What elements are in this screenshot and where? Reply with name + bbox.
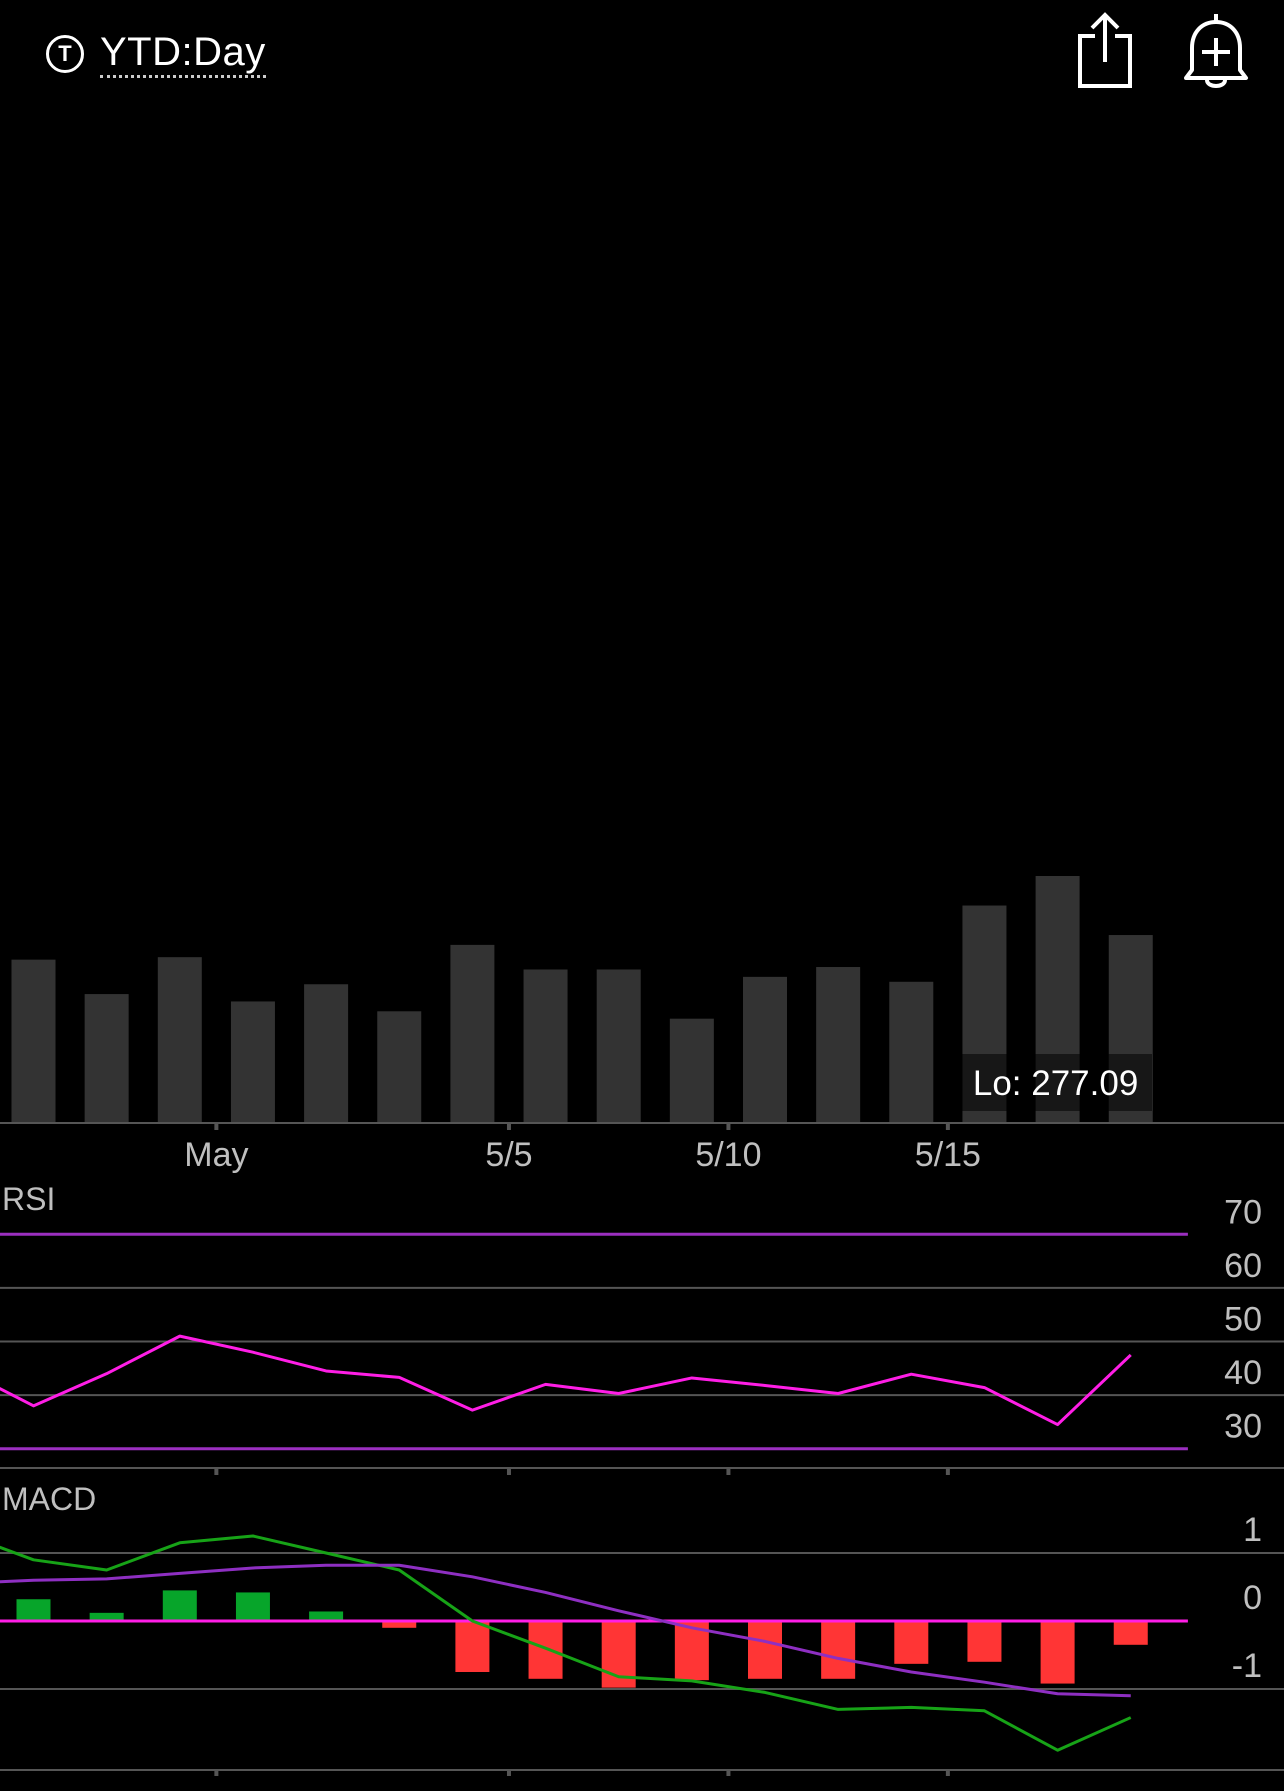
share-icon[interactable]: [1074, 10, 1136, 92]
x-tick-label: 5/10: [695, 1136, 761, 1174]
volume-bar: [11, 959, 56, 1122]
volume-bar: [304, 984, 349, 1122]
volume-bar: [596, 969, 641, 1122]
period-label: YTD:Day: [100, 31, 266, 78]
chart-header: T YTD:Day: [0, 0, 1284, 100]
volume-bar: [816, 967, 861, 1122]
macd-histogram-bar: [748, 1621, 782, 1679]
macd-histogram-bar: [967, 1621, 1002, 1662]
macd-panel: MACD 1 0 -1: [0, 1481, 1284, 1771]
macd-histogram-bar: [455, 1621, 490, 1672]
volume-bar: [157, 957, 202, 1122]
macd-histogram-bar: [89, 1612, 124, 1621]
macd-histogram-bar: [382, 1621, 417, 1628]
macd-histogram-bar: [16, 1599, 51, 1621]
rsi-line: [0, 1334, 1132, 1427]
volume-bar: [377, 1011, 422, 1122]
x-tick-label: May: [184, 1136, 248, 1174]
x-tick-label: 5/5: [485, 1136, 532, 1174]
period-selector-button[interactable]: T YTD:Day: [46, 24, 266, 84]
rsi-title: RSI: [2, 1181, 55, 1217]
volume-bar: [84, 994, 129, 1122]
rsi-tick-label: 40: [1224, 1354, 1262, 1392]
rsi-tick-label: 60: [1224, 1247, 1262, 1285]
macd-histogram-bar: [309, 1611, 344, 1621]
grid-lines: [0, 1122, 1284, 1124]
volume-bar: [669, 1018, 714, 1122]
macd-tick-label: 0: [1243, 1579, 1262, 1617]
macd-histogram-bar: [162, 1590, 197, 1621]
macd-title: MACD: [2, 1481, 96, 1517]
macd-histogram-bar: [1040, 1621, 1075, 1684]
macd-histogram-bar: [235, 1592, 270, 1621]
low-label-bg: [960, 1054, 1152, 1111]
macd-line: [0, 1534, 1132, 1752]
low-price-label: Lo: 277.09: [973, 1064, 1138, 1103]
volume-bar: [450, 944, 495, 1122]
volume-bar: [743, 976, 787, 1122]
rsi-tick-label: 30: [1224, 1408, 1262, 1446]
macd-histogram-bar: [821, 1621, 856, 1679]
x-tick-label: 5/15: [915, 1136, 981, 1174]
axis-labels: 305300295290285280Lo: 277.09May5/55/105/…: [184, 1054, 1152, 1776]
macd-histogram-bar: [528, 1621, 563, 1679]
rsi-tick-label: 70: [1224, 1193, 1262, 1231]
macd-tick-label: 1: [1243, 1511, 1262, 1549]
rsi-panel: RSI 70 60 50 40 30: [0, 1181, 1284, 1469]
macd-signal-line: [0, 1563, 1131, 1698]
macd-histogram-bar: [894, 1621, 929, 1664]
time-period-icon: T: [46, 35, 84, 73]
add-alert-bell-icon[interactable]: [1180, 10, 1252, 92]
volume-bar: [230, 1001, 275, 1122]
volume-bar: [523, 969, 568, 1122]
macd-tick-label: -1: [1232, 1647, 1262, 1685]
volume-bar: [889, 981, 934, 1122]
macd-histogram-bar: [1113, 1621, 1148, 1645]
rsi-tick-label: 50: [1224, 1301, 1262, 1339]
